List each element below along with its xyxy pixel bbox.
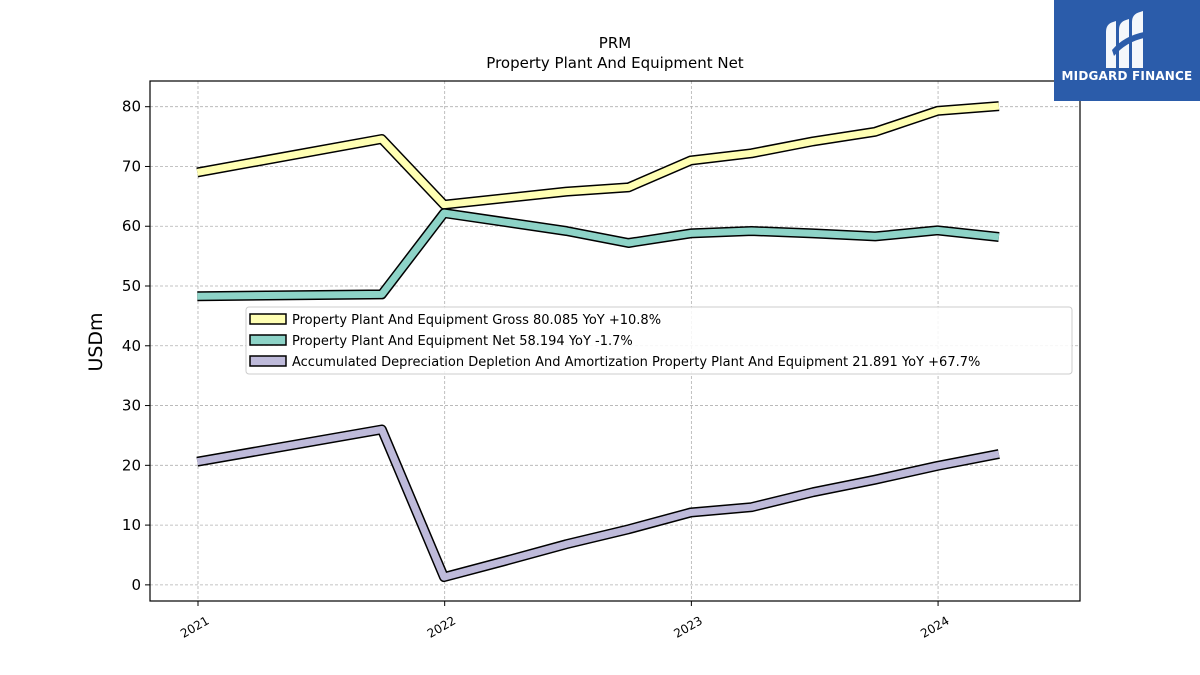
brand-name: MIDGARD FINANCE [1061,69,1193,83]
legend-box [245,306,1073,375]
series-2 [197,208,1000,302]
y-tick-label: 40 [122,337,141,355]
x-tick-label: 2021 [178,613,211,640]
brand-logo: MIDGARD FINANCE [1054,0,1200,101]
y-tick-label: 0 [131,576,141,594]
y-tick-label: 20 [122,456,141,474]
series-layer [196,101,1000,583]
y-tick-label: 10 [122,516,141,534]
y-tick-label: 60 [122,217,141,235]
legend-swatch [249,313,287,325]
legend-entry: Property Plant And Equipment Net 58.194 … [292,334,633,349]
chart-subtitle: Property Plant And Equipment Net [486,54,743,72]
series-1 [196,101,1000,210]
legend-swatch [249,355,287,367]
x-tick-label: 2024 [918,613,951,640]
logo-mark-icon [1106,11,1144,68]
series-line [196,102,1000,209]
legend-entry: Property Plant And Equipment Gross 80.08… [292,313,661,328]
y-tick-label: 80 [122,98,141,116]
legend: Property Plant And Equipment Gross 80.08… [245,306,1073,375]
series-line [196,426,1000,581]
y-axis-label: USDm [85,312,107,371]
plot-frame [149,80,1081,602]
series-line-outline [196,424,1000,583]
x-tick-label: 2023 [671,613,704,640]
series-3 [196,424,1000,583]
legend-entry: Accumulated Depreciation Depletion And A… [292,355,980,370]
chart-title: PRM [599,34,631,52]
y-tick-label: 30 [122,397,141,415]
series-line-outline [197,208,1000,302]
series-line [197,209,1000,300]
x-tick-label: 2022 [425,613,458,640]
y-tick-label: 70 [122,157,141,175]
y-tick-label: 50 [122,277,141,295]
legend-swatch [249,334,287,346]
